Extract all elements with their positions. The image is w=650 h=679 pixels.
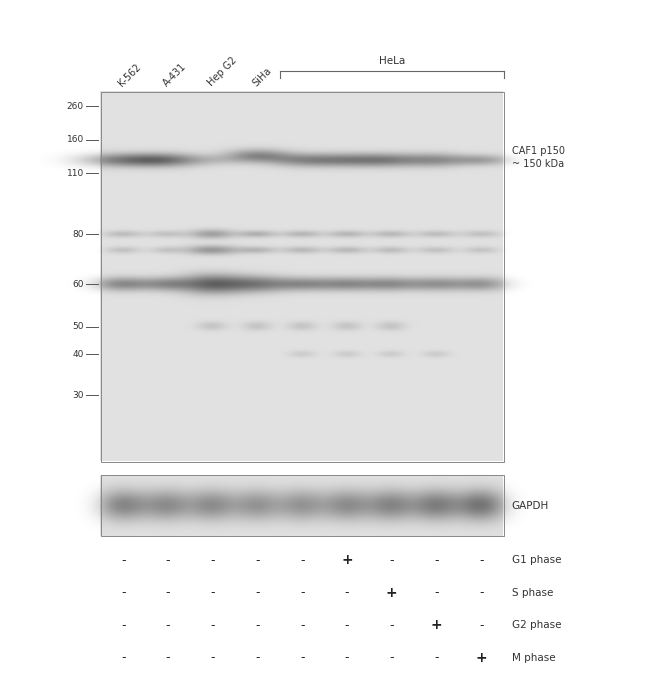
Text: -: - [389,553,394,567]
Text: -: - [211,619,215,632]
Text: -: - [300,553,304,567]
Text: -: - [344,651,349,665]
Text: -: - [121,651,125,665]
Text: -: - [434,553,439,567]
Text: -: - [211,586,215,600]
Text: -: - [434,651,439,665]
Text: G1 phase: G1 phase [512,555,561,565]
Text: 110: 110 [66,168,84,178]
Text: -: - [121,553,125,567]
Text: -: - [344,619,349,632]
Text: GAPDH: GAPDH [512,501,549,511]
Text: -: - [255,586,260,600]
Text: 80: 80 [72,230,84,238]
Text: -: - [389,619,394,632]
Text: +: + [341,553,353,567]
Text: -: - [166,586,170,600]
Text: -: - [300,619,304,632]
Bar [101,92,504,462]
Text: -: - [121,586,125,600]
Text: S phase: S phase [512,588,553,598]
Text: +: + [431,619,443,632]
Text: 60: 60 [72,280,84,289]
Text: Hep G2: Hep G2 [205,56,239,88]
Text: -: - [255,553,260,567]
Text: -: - [255,619,260,632]
Text: -: - [344,586,349,600]
Text: M phase: M phase [512,653,555,663]
Text: -: - [166,619,170,632]
Text: 160: 160 [66,135,84,144]
Text: SiHa: SiHa [250,65,273,88]
Bar [101,475,504,536]
Text: -: - [255,651,260,665]
Text: -: - [211,651,215,665]
Text: +: + [386,586,398,600]
Text: 30: 30 [72,390,84,400]
Text: -: - [166,553,170,567]
Text: -: - [300,586,304,600]
Text: -: - [121,619,125,632]
Text: A-431: A-431 [161,61,188,88]
Text: 40: 40 [73,350,84,359]
Text: -: - [479,553,484,567]
Text: +: + [476,651,487,665]
Text: -: - [211,553,215,567]
Text: G2 phase: G2 phase [512,621,561,630]
Text: -: - [300,651,304,665]
Text: 260: 260 [67,102,84,111]
Text: -: - [479,619,484,632]
Text: CAF1 p150: CAF1 p150 [512,146,565,156]
Text: 50: 50 [72,322,84,331]
Text: K-562: K-562 [116,62,142,88]
Text: -: - [479,586,484,600]
Text: -: - [434,586,439,600]
Text: -: - [166,651,170,665]
Text: -: - [389,651,394,665]
Text: HeLa: HeLa [379,56,405,66]
Text: ~ 150 kDa: ~ 150 kDa [512,158,564,168]
